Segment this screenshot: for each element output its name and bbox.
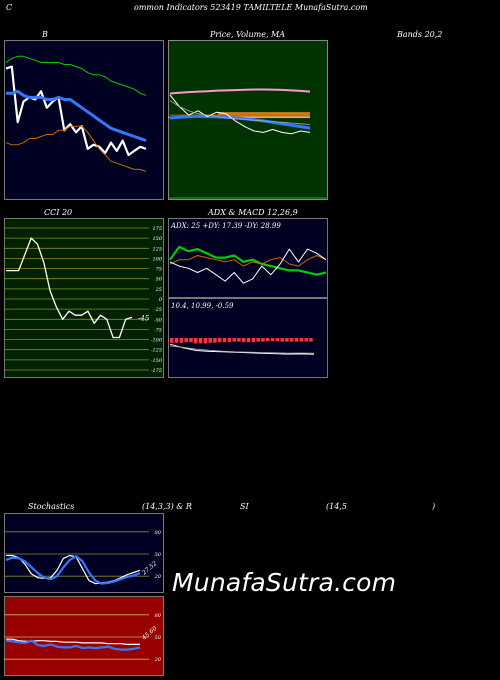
y-tick-label: 20 xyxy=(154,657,162,663)
y-tick-label: 25 xyxy=(155,287,162,293)
macd-values-label: 10.4, 10.99, -0.59 xyxy=(171,302,234,310)
panel-background xyxy=(4,218,164,378)
y-tick-label: -175 xyxy=(151,368,162,374)
bollinger-chart xyxy=(4,40,164,200)
y-tick-label: 80 xyxy=(155,613,162,619)
y-tick-label: 50 xyxy=(155,635,162,641)
header-title: ommon Indicators 523419 TAMILTELE Munafa… xyxy=(134,3,368,12)
series-line-blue xyxy=(169,114,311,130)
panel-background xyxy=(4,40,164,200)
macd-histogram-bar xyxy=(213,338,217,343)
series-line-gray xyxy=(169,100,311,125)
cci-title: CCI 20 xyxy=(44,208,73,217)
series-line-white xyxy=(169,94,311,135)
series-line-pink xyxy=(169,88,311,95)
header-left: C xyxy=(6,3,13,12)
bands-title: Bands 20,2 xyxy=(397,30,443,39)
y-tick-label: 100 xyxy=(152,256,162,262)
series-line-gray xyxy=(169,345,315,354)
macd-histogram-bar xyxy=(198,338,203,344)
macd-histogram-bar xyxy=(275,338,280,341)
y-tick-label: 80 xyxy=(155,530,162,536)
last-value-label: -45 xyxy=(138,314,150,322)
cci-chart: 175 150 125 100 75 50 25 0 -25 -50 -75 -100 -125 -150… xyxy=(4,218,164,378)
macd-histogram-bar xyxy=(261,338,265,342)
y-tick-label: -125 xyxy=(151,348,162,354)
series-line-white xyxy=(169,248,327,284)
y-tick-label: -50 xyxy=(154,317,163,323)
macd-histogram-bar xyxy=(184,338,188,343)
macd-histogram-bar xyxy=(294,338,299,342)
macd-histogram-bar xyxy=(246,338,251,343)
stochastics-title: Stochastics xyxy=(28,502,75,511)
series-line-green xyxy=(5,55,147,96)
y-tick-label: 0 xyxy=(159,297,163,303)
macd-histogram-bar xyxy=(299,338,304,342)
macd-histogram-bar xyxy=(280,338,284,342)
series-line-blue xyxy=(5,555,141,585)
series-line-orange xyxy=(5,125,147,172)
macd-histogram-bar xyxy=(208,338,212,343)
series-line-white xyxy=(6,237,133,339)
macd-histogram-bar xyxy=(174,338,179,343)
adx-chart: ADX: 25 +DY: 17.39 -DY: 28.99 xyxy=(168,218,328,298)
stochastics-params: (14,3,3) & R xyxy=(142,502,192,511)
panel-background xyxy=(4,596,164,676)
macd-histogram-bar xyxy=(170,338,174,343)
macd-histogram-bar xyxy=(222,338,227,343)
adx-values-label: ADX: 25 +DY: 17.39 -DY: 28.99 xyxy=(170,222,281,230)
macd-histogram-bar xyxy=(179,338,184,343)
series-line-orange xyxy=(169,255,327,267)
macd-histogram-bar xyxy=(256,338,260,342)
macd-histogram-bar xyxy=(218,338,222,343)
rsi-params: (14,5 xyxy=(326,502,347,511)
macd-histogram-bar xyxy=(309,338,313,342)
macd-histogram-bar xyxy=(304,338,308,342)
y-tick-label: 175 xyxy=(152,226,162,232)
rsi-title: SI xyxy=(240,502,249,511)
y-tick-label: -100 xyxy=(151,338,163,344)
y-tick-label: 50 xyxy=(155,552,162,558)
panel-background xyxy=(4,513,164,593)
y-tick-label: -25 xyxy=(154,307,162,313)
y-tick-label: 150 xyxy=(152,236,162,242)
macd-histogram-bar xyxy=(285,338,289,342)
price-volume-chart xyxy=(168,40,328,200)
y-tick-label: 125 xyxy=(152,246,162,252)
y-tick-label: 50 xyxy=(156,277,163,283)
macd-histogram-bar xyxy=(290,338,294,342)
y-tick-label: -150 xyxy=(151,358,163,364)
y-tick-label: 20 xyxy=(154,574,162,580)
y-tick-label: -75 xyxy=(154,327,162,333)
series-line-green xyxy=(169,245,327,276)
macd-histogram-bar xyxy=(189,338,193,343)
bands-letter-title: B xyxy=(42,30,48,39)
price-volume-ma-title: Price, Volume, MA xyxy=(210,30,286,39)
adx-macd-title: ADX & MACD 12,26,9 xyxy=(208,208,298,217)
y-tick-label: 75 xyxy=(156,267,162,273)
rsi-close-paren: ) xyxy=(432,502,436,511)
macd-histogram-bar xyxy=(266,338,270,341)
brand-watermark: MunafaSutra.com xyxy=(172,568,397,597)
series-line-blue xyxy=(5,639,141,651)
macd-histogram-bar xyxy=(227,338,232,343)
macd-histogram-bar xyxy=(237,338,241,342)
macd-chart: 10.4, 10.99, -0.59 xyxy=(168,298,328,378)
macd-histogram-bar xyxy=(194,338,198,344)
macd-histogram-bar xyxy=(270,338,275,341)
series-line-blue xyxy=(6,89,147,143)
macd-histogram-bar xyxy=(242,338,246,343)
series-line-white xyxy=(169,343,315,355)
macd-histogram-bar xyxy=(251,338,256,343)
macd-histogram-bar xyxy=(203,338,208,344)
macd-histogram-bar xyxy=(232,338,236,342)
